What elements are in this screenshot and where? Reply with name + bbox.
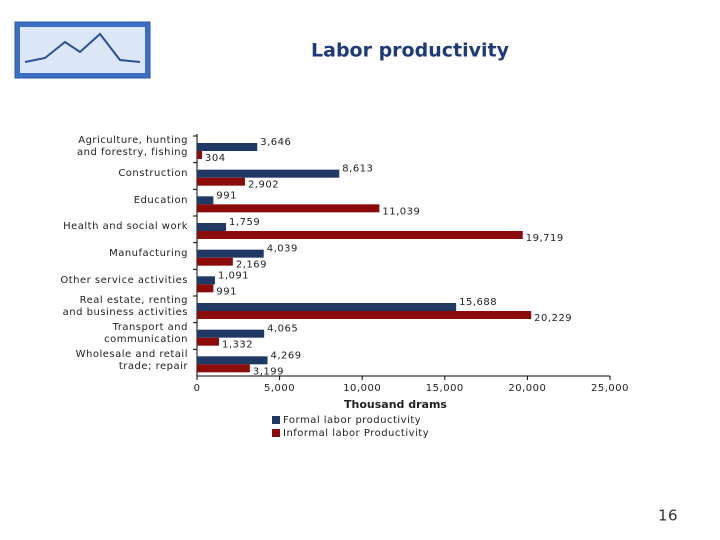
value-label: 3,646 — [260, 137, 291, 148]
value-label: 4,065 — [267, 324, 298, 335]
y-tick-label: Other service activities — [60, 274, 188, 286]
value-label: 19,719 — [526, 233, 564, 244]
bar — [197, 356, 268, 365]
bar — [197, 151, 203, 159]
y-tick-label: Wholesale and retail trade; repair — [75, 348, 188, 372]
bar — [197, 329, 265, 338]
slide-title: Labor productivity — [311, 40, 510, 62]
bar — [197, 276, 216, 285]
bar — [197, 337, 220, 346]
legend-label: Informal labor Productivity — [283, 428, 429, 439]
value-label: 991 — [216, 190, 237, 201]
bar — [197, 311, 532, 319]
y-tick-label: Construction — [118, 168, 188, 179]
value-label: 15,688 — [459, 297, 497, 308]
bar — [197, 364, 250, 373]
value-label: 3,199 — [253, 366, 284, 377]
x-tick-label: 25,000 — [591, 383, 629, 394]
x-tick-label: 15,000 — [426, 383, 464, 394]
y-tick-label: Manufacturing — [109, 248, 188, 259]
bar — [197, 223, 227, 231]
legend-swatch — [272, 429, 280, 437]
bar — [197, 204, 380, 213]
logo — [14, 21, 151, 79]
legend-swatch — [272, 416, 280, 424]
value-label: 304 — [205, 153, 226, 164]
y-tick-label: Health and social work — [63, 221, 188, 233]
value-label: 8,613 — [342, 164, 373, 175]
bar — [197, 177, 245, 186]
bar — [197, 303, 457, 311]
bar — [197, 196, 214, 205]
x-tick-label: 20,000 — [508, 383, 546, 394]
value-label: 991 — [216, 286, 237, 297]
value-label: 1,332 — [222, 340, 253, 351]
bar — [197, 169, 340, 178]
x-tick-label: 10,000 — [343, 383, 381, 394]
value-label: 1,759 — [229, 217, 260, 228]
value-label: 2,902 — [248, 180, 279, 191]
x-tick-label: 5,000 — [264, 383, 295, 394]
x-axis-title: Thousand drams — [344, 398, 447, 411]
bar — [197, 249, 264, 258]
value-label: 4,039 — [267, 244, 298, 255]
bar — [197, 257, 233, 266]
x-tick-label: 0 — [194, 383, 201, 394]
page-number: 16 — [658, 507, 678, 525]
bar — [197, 231, 523, 239]
y-tick-label: Transport and communication — [104, 322, 188, 345]
bar — [197, 284, 214, 293]
value-label: 2,169 — [236, 260, 267, 271]
value-label: 1,091 — [218, 270, 249, 281]
y-tick-label: Agriculture, hunting and forestry, fishi… — [76, 135, 188, 159]
y-tick-label: Real estate, renting and business activi… — [62, 295, 188, 319]
bar — [197, 143, 258, 151]
value-label: 11,039 — [382, 206, 420, 217]
y-tick-label: Education — [133, 194, 188, 206]
legend-label: Formal labor productivity — [283, 415, 421, 426]
value-label: 4,269 — [271, 350, 302, 361]
value-label: 20,229 — [534, 313, 572, 324]
